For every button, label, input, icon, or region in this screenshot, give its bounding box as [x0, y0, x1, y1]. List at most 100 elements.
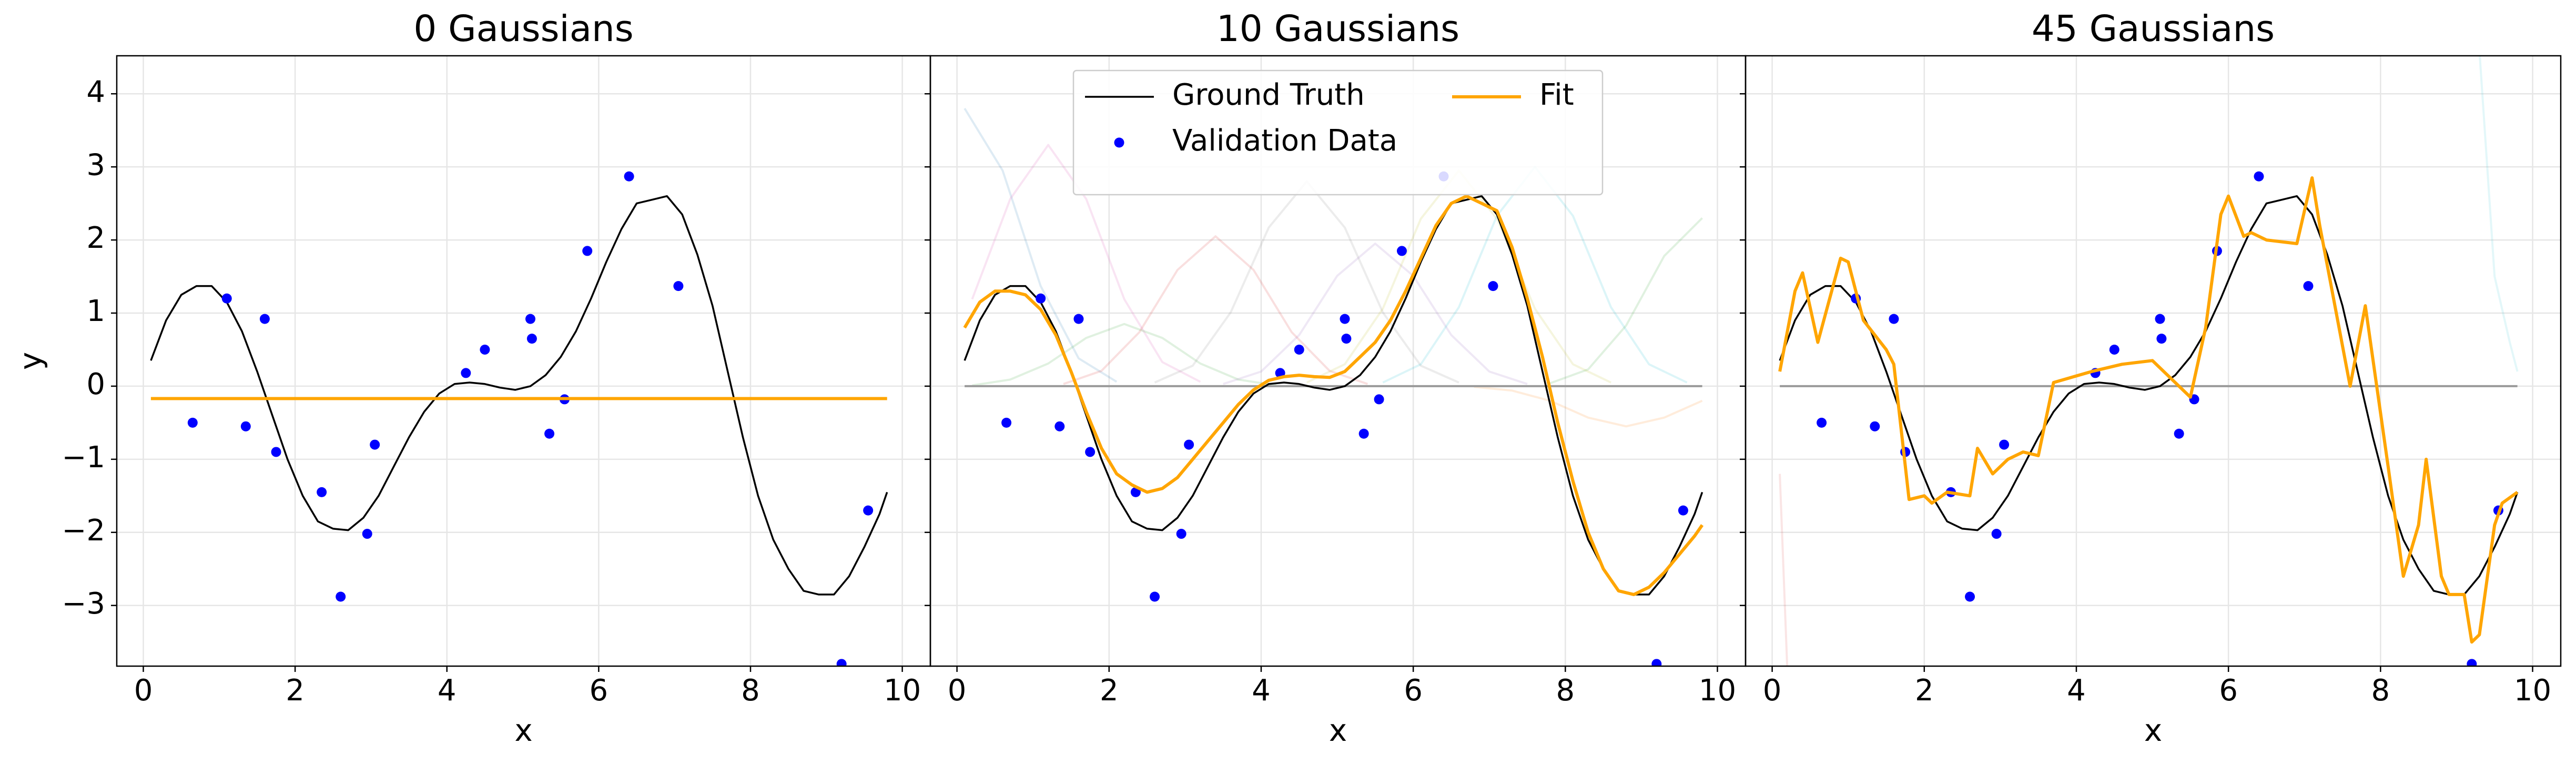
- data-point: [673, 281, 684, 291]
- data-point: [1036, 293, 1046, 304]
- data-point: [2254, 171, 2264, 182]
- data-point: [1340, 314, 1350, 324]
- data-point: [187, 417, 198, 428]
- y-tick-label: 4: [86, 75, 105, 109]
- x-axis-label: x: [2144, 712, 2162, 748]
- data-point: [1176, 529, 1186, 539]
- x-tick-label: 2: [286, 673, 305, 708]
- x-tick-label: 10: [1699, 673, 1736, 708]
- series-line: [1474, 386, 1703, 428]
- data-point: [1130, 487, 1141, 497]
- data-point: [1294, 344, 1304, 355]
- data-point: [863, 505, 874, 516]
- series-line: [971, 144, 1201, 383]
- legend-label: Ground Truth: [1172, 78, 1365, 112]
- plot-area: [1778, 56, 2519, 666]
- data-point: [370, 439, 380, 450]
- y-tick-label: −3: [62, 587, 105, 621]
- x-tick-label: 0: [948, 673, 967, 708]
- data-point: [2155, 314, 2165, 324]
- y-axis-label: y: [13, 352, 48, 370]
- data-point: [259, 314, 270, 324]
- series-line: [1549, 217, 1703, 385]
- x-tick-label: 4: [1252, 673, 1271, 708]
- y-tick-label: 3: [86, 148, 105, 182]
- data-point: [1358, 428, 1369, 439]
- data-point: [2303, 281, 2314, 291]
- y-tick-label: 1: [86, 294, 105, 328]
- data-point: [1184, 439, 1194, 450]
- data-point: [624, 171, 634, 182]
- data-point: [271, 447, 281, 457]
- axes-frame: [1745, 55, 2562, 667]
- x-tick-label: 10: [2514, 673, 2551, 708]
- x-tick-label: 8: [1556, 673, 1575, 708]
- series-line: [1779, 195, 2519, 596]
- series-line: [2479, 56, 2519, 372]
- subplot: 0 2 4 6 8 10 45 Gaussians x: [1740, 8, 2562, 748]
- data-point: [221, 293, 232, 304]
- y-tick-label: 2: [86, 221, 105, 255]
- data-point: [1396, 246, 1407, 256]
- data-point: [2109, 344, 2119, 355]
- subplot-title: 0 Gaussians: [413, 8, 633, 50]
- series-line: [963, 194, 1704, 596]
- data-point: [1488, 281, 1498, 291]
- subplot-title: 10 Gaussians: [1216, 8, 1459, 50]
- x-tick-label: 4: [2067, 673, 2086, 708]
- y-tick-label: 0: [86, 367, 105, 401]
- series-line: [1779, 474, 1789, 666]
- data-point: [525, 314, 535, 324]
- data-point: [1073, 314, 1084, 324]
- legend-box: [1072, 69, 1604, 196]
- data-point: [2467, 659, 2477, 666]
- data-point: [240, 421, 251, 431]
- data-point: [480, 344, 490, 355]
- data-point: [461, 368, 471, 378]
- data-point: [582, 246, 593, 256]
- y-tick-label: −1: [62, 440, 105, 475]
- legend: Ground Truth Validation Data Fit: [1072, 69, 1604, 196]
- x-tick-label: 6: [2219, 673, 2238, 708]
- data-point: [1150, 591, 1160, 602]
- x-tick-label: 0: [134, 673, 153, 708]
- x-axis-label: x: [514, 712, 532, 748]
- data-point: [362, 529, 372, 539]
- data-point: [1341, 334, 1352, 344]
- x-tick-label: 8: [741, 673, 760, 708]
- x-tick-label: 10: [884, 673, 921, 708]
- data-point: [1085, 447, 1096, 457]
- x-tick-label: 8: [2371, 673, 2390, 708]
- subplot-title: 45 Gaussians: [2032, 8, 2275, 50]
- series-line: [972, 323, 1277, 387]
- data-point: [836, 659, 847, 666]
- data-point: [544, 428, 555, 439]
- data-point: [1374, 394, 1384, 405]
- x-tick-label: 2: [1100, 673, 1119, 708]
- series-line: [1063, 235, 1368, 385]
- y-tick-label: −2: [62, 514, 105, 548]
- data-point: [317, 487, 327, 497]
- data-point: [1870, 421, 1880, 431]
- x-tick-label: 2: [1915, 673, 1934, 708]
- data-point: [1991, 529, 2002, 539]
- data-point: [1817, 417, 1827, 428]
- axes-frame: [116, 55, 931, 667]
- legend-label: Fit: [1539, 78, 1574, 112]
- series-line: [1223, 243, 1528, 385]
- data-point: [1889, 314, 1899, 324]
- x-tick-label: 0: [1763, 673, 1782, 708]
- series-line: [1778, 176, 2519, 644]
- series-line: [964, 107, 1118, 383]
- series-line: [150, 195, 888, 596]
- data-point: [526, 334, 537, 344]
- subplot: 0 2 4 6 8 10 10 Gaussians x Ground Truth Validati…: [925, 8, 1747, 748]
- series-line: [964, 195, 1703, 596]
- series-line: [1382, 166, 1688, 384]
- subplot: 0 2 4 6 8 10 −3 −2 −1 0 1 2 3 4 0 Gaussians x y: [13, 8, 931, 748]
- data-point: [1054, 421, 1065, 431]
- plot-area: [963, 107, 1704, 666]
- data-point: [1999, 439, 2010, 450]
- x-tick-label: 6: [1404, 673, 1423, 708]
